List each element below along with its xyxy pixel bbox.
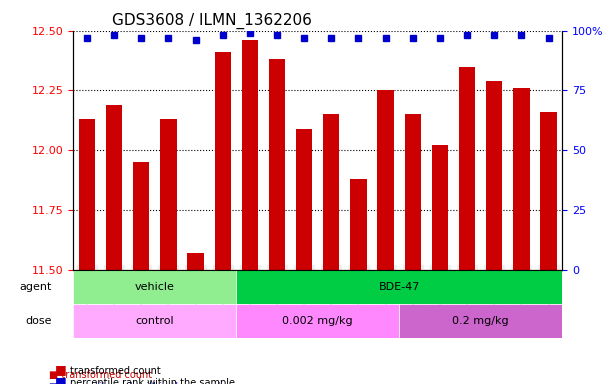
Bar bbox=[459, 66, 475, 384]
Bar bbox=[242, 40, 258, 384]
Bar bbox=[350, 179, 367, 384]
Bar bbox=[188, 253, 203, 384]
Bar bbox=[378, 91, 393, 384]
Text: agent: agent bbox=[19, 282, 51, 292]
Bar bbox=[160, 119, 177, 384]
Bar bbox=[513, 88, 530, 384]
Text: ■: ■ bbox=[55, 375, 67, 384]
Text: dose: dose bbox=[25, 316, 51, 326]
Text: ■ transformed count: ■ transformed count bbox=[49, 370, 152, 380]
Bar bbox=[106, 105, 122, 384]
Text: ■ percentile rank within the sample: ■ percentile rank within the sample bbox=[49, 382, 226, 384]
Text: vehicle: vehicle bbox=[135, 282, 175, 292]
Text: percentile rank within the sample: percentile rank within the sample bbox=[70, 378, 235, 384]
Bar bbox=[79, 119, 95, 384]
Text: ■: ■ bbox=[55, 363, 67, 376]
FancyBboxPatch shape bbox=[73, 270, 236, 304]
Text: BDE-47: BDE-47 bbox=[378, 282, 420, 292]
Text: control: control bbox=[136, 316, 174, 326]
FancyBboxPatch shape bbox=[399, 304, 562, 338]
Bar bbox=[432, 146, 448, 384]
Text: 0.002 mg/kg: 0.002 mg/kg bbox=[282, 316, 353, 326]
Bar bbox=[296, 129, 312, 384]
Text: GDS3608 / ILMN_1362206: GDS3608 / ILMN_1362206 bbox=[112, 13, 312, 29]
FancyBboxPatch shape bbox=[236, 270, 562, 304]
Bar bbox=[323, 114, 340, 384]
Bar bbox=[486, 81, 502, 384]
Text: transformed count: transformed count bbox=[70, 366, 161, 376]
Bar bbox=[540, 112, 557, 384]
Bar bbox=[269, 60, 285, 384]
Text: 0.2 mg/kg: 0.2 mg/kg bbox=[452, 316, 509, 326]
FancyBboxPatch shape bbox=[236, 304, 399, 338]
FancyBboxPatch shape bbox=[73, 304, 236, 338]
Bar bbox=[133, 162, 149, 384]
Bar bbox=[404, 114, 421, 384]
Bar bbox=[214, 52, 231, 384]
